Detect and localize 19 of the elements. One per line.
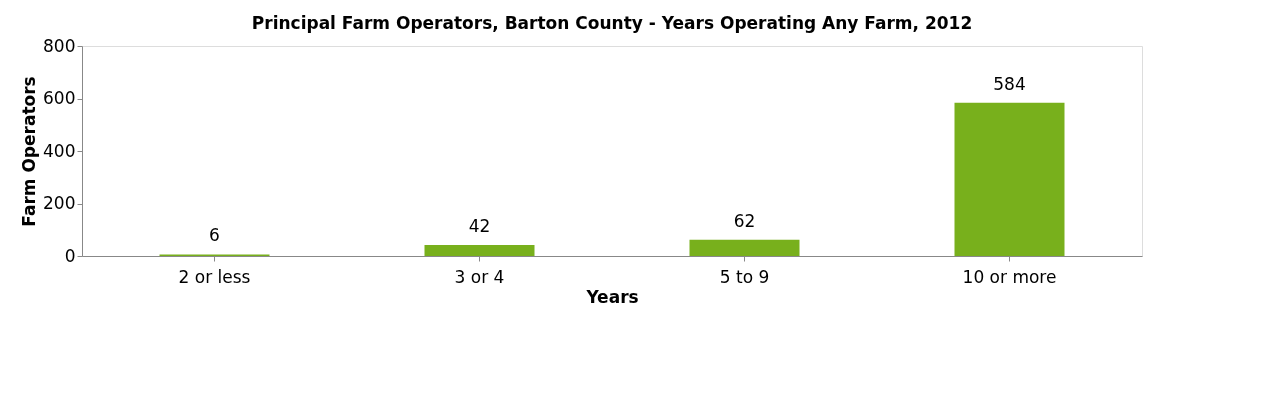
bar (954, 102, 1065, 256)
y-tick-label: 200 (43, 193, 76, 213)
x-tick-label: 10 or more (962, 266, 1057, 287)
y-tick-label: 800 (43, 35, 76, 56)
y-tick-label: 600 (43, 88, 76, 108)
chart-title: Principal Farm Operators, Barton County - Years Operating Any Farm, 2012 (251, 13, 973, 33)
x-axis-title: Years (585, 286, 639, 307)
x-tick-label: 3 or 4 (454, 266, 505, 287)
x-tick-label: 2 or less (178, 266, 251, 287)
bar (424, 244, 535, 256)
data-label: 584 (993, 73, 1026, 94)
bar (689, 239, 800, 256)
y-tick-label: 400 (43, 140, 76, 161)
data-label: 6 (209, 225, 220, 246)
y-tick-label: 0 (64, 245, 76, 266)
data-label: 62 (733, 210, 756, 231)
y-axis-title: Farm Operators (19, 76, 40, 227)
data-label: 42 (468, 215, 491, 236)
x-tick-label: 5 to 9 (719, 266, 770, 287)
